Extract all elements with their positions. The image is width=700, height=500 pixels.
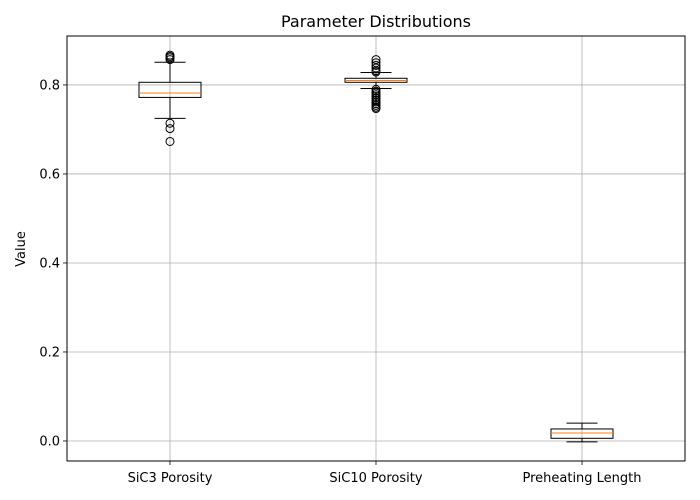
box-iqr (550, 428, 614, 439)
outlier-point (371, 63, 381, 73)
outlier-point (165, 124, 175, 134)
y-tick-label: 0.6 (39, 167, 60, 182)
box-group (550, 422, 614, 443)
outlier-point (165, 118, 175, 128)
x-tick-label: Preheating Length (522, 471, 641, 486)
y-tick-label: 0.4 (39, 256, 60, 271)
outlier-point (371, 67, 381, 77)
x-tick-label: SiC3 Porosity (128, 471, 213, 486)
chart-title: Parameter Distributions (281, 12, 471, 31)
outlier-point (371, 60, 381, 70)
box-group (138, 50, 202, 146)
x-tick-label: SiC10 Porosity (329, 471, 422, 486)
box-layer (138, 50, 614, 443)
outlier-point (371, 104, 381, 114)
outlier-point (165, 136, 175, 146)
box-group (344, 55, 408, 114)
y-tick-label: 0.2 (39, 345, 60, 360)
y-tick-label: 0.8 (39, 78, 60, 93)
y-tick-label: 0.0 (39, 434, 60, 449)
outlier-point (165, 50, 175, 60)
y-axis-label: Value (14, 231, 29, 267)
tick-layer: 0.0 0.2 0.4 0.6 0.8 SiC3 Porosity SiC10 Porosi… (39, 78, 641, 486)
box-iqr (138, 81, 202, 98)
